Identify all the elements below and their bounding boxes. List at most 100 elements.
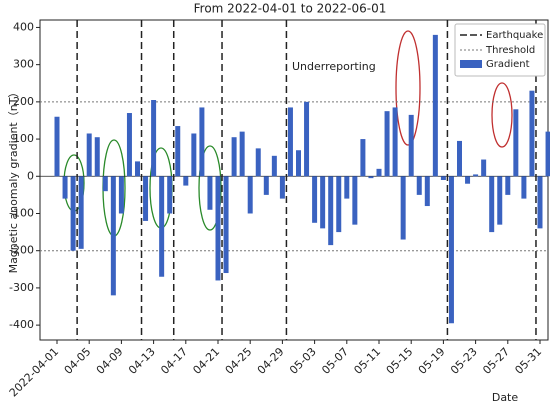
x-tick-label: 05-15 xyxy=(384,345,416,377)
bar xyxy=(223,176,229,274)
bar xyxy=(465,176,471,184)
bar xyxy=(151,100,157,177)
bar xyxy=(183,176,189,186)
bar xyxy=(54,116,60,177)
bar xyxy=(545,131,550,177)
bar xyxy=(392,107,398,177)
bar xyxy=(376,168,382,177)
x-tick-label: 2022-04-01 xyxy=(7,345,61,399)
x-tick-label: 05-31 xyxy=(512,345,544,377)
bar xyxy=(537,176,543,229)
bar xyxy=(239,131,245,177)
bar xyxy=(513,109,519,177)
bar xyxy=(352,176,358,225)
bar xyxy=(408,114,414,177)
bar xyxy=(143,176,149,221)
bar xyxy=(529,90,535,177)
bar xyxy=(231,137,237,177)
bar xyxy=(167,176,173,214)
x-tick-label: 05-07 xyxy=(319,345,351,377)
bar xyxy=(263,176,269,195)
legend: Earthquake Threshold Gradient xyxy=(454,23,546,77)
x-tick-label: 04-09 xyxy=(94,345,126,377)
bar xyxy=(320,176,326,229)
legend-label: Earthquake xyxy=(486,30,543,41)
plot-frame xyxy=(39,19,549,341)
bar xyxy=(62,176,68,199)
ellipse xyxy=(395,30,421,146)
bar xyxy=(336,176,342,233)
legend-swatch xyxy=(460,60,482,68)
x-tick-label: 04-05 xyxy=(62,345,94,377)
y-tick-label: -400 xyxy=(9,318,34,331)
legend-label: Threshold xyxy=(485,45,535,56)
bar xyxy=(440,176,446,180)
bar xyxy=(94,137,100,177)
bar xyxy=(78,176,84,249)
y-tick-label: 400 xyxy=(13,20,34,33)
bar xyxy=(432,34,438,177)
y-tick-label: 0 xyxy=(27,169,34,182)
bar xyxy=(255,148,261,177)
x-tick-label: 05-19 xyxy=(416,345,448,377)
bar xyxy=(159,176,165,277)
bar xyxy=(102,176,108,192)
bar xyxy=(489,176,495,233)
bar xyxy=(400,176,406,240)
bar xyxy=(368,176,374,179)
y-tick-label: -300 xyxy=(9,281,34,294)
bar xyxy=(457,140,462,177)
ellipse xyxy=(491,82,513,148)
bar xyxy=(191,133,197,177)
bar xyxy=(86,133,92,177)
x-tick-label: 04-25 xyxy=(223,345,255,377)
x-tick-label: 05-27 xyxy=(480,345,512,377)
bar xyxy=(481,159,487,177)
x-tick-label: 04-21 xyxy=(190,345,222,377)
bar xyxy=(384,111,390,177)
y-tick-label: 300 xyxy=(13,58,34,71)
bar xyxy=(207,176,213,210)
bar xyxy=(416,176,422,195)
x-tick-label: 05-23 xyxy=(448,345,480,377)
x-axis-label: Date xyxy=(492,391,519,404)
bar xyxy=(271,155,277,177)
bar xyxy=(521,176,527,199)
bar xyxy=(199,107,205,177)
bar xyxy=(344,176,350,199)
ellipse xyxy=(198,145,222,231)
bar xyxy=(118,176,124,214)
bar xyxy=(448,176,454,324)
bar xyxy=(473,174,479,177)
x-tick-label: 04-29 xyxy=(255,345,287,377)
annotation: Underreporting xyxy=(292,60,376,73)
x-tick-label: 05-03 xyxy=(287,345,319,377)
y-axis-label: Magnetic anomaly gradient（nT） xyxy=(7,87,20,274)
legend-label: Gradient xyxy=(486,59,530,70)
bar xyxy=(287,107,293,177)
bar xyxy=(247,176,253,214)
bar xyxy=(279,176,285,199)
bar xyxy=(360,139,366,177)
bar xyxy=(70,176,76,251)
bar xyxy=(505,176,511,195)
chart-title: From 2022-04-01 to 2022-06-01 xyxy=(194,2,387,16)
bar xyxy=(497,176,503,225)
bar xyxy=(126,113,132,177)
bar xyxy=(215,176,221,281)
bar xyxy=(110,176,116,296)
x-tick-label: 05-11 xyxy=(351,345,383,377)
bar xyxy=(135,161,140,177)
y-tick-label: 200 xyxy=(13,95,34,108)
y-tick-label: 100 xyxy=(13,132,34,145)
bar xyxy=(328,176,334,246)
bar xyxy=(175,126,181,177)
y-tick-label: -200 xyxy=(9,244,34,257)
x-tick-label: 04-13 xyxy=(126,345,158,377)
bar xyxy=(296,150,301,177)
bar xyxy=(304,101,310,177)
bar xyxy=(312,176,318,223)
y-tick-label: -100 xyxy=(9,206,34,219)
x-tick-label: 04-17 xyxy=(158,345,190,377)
